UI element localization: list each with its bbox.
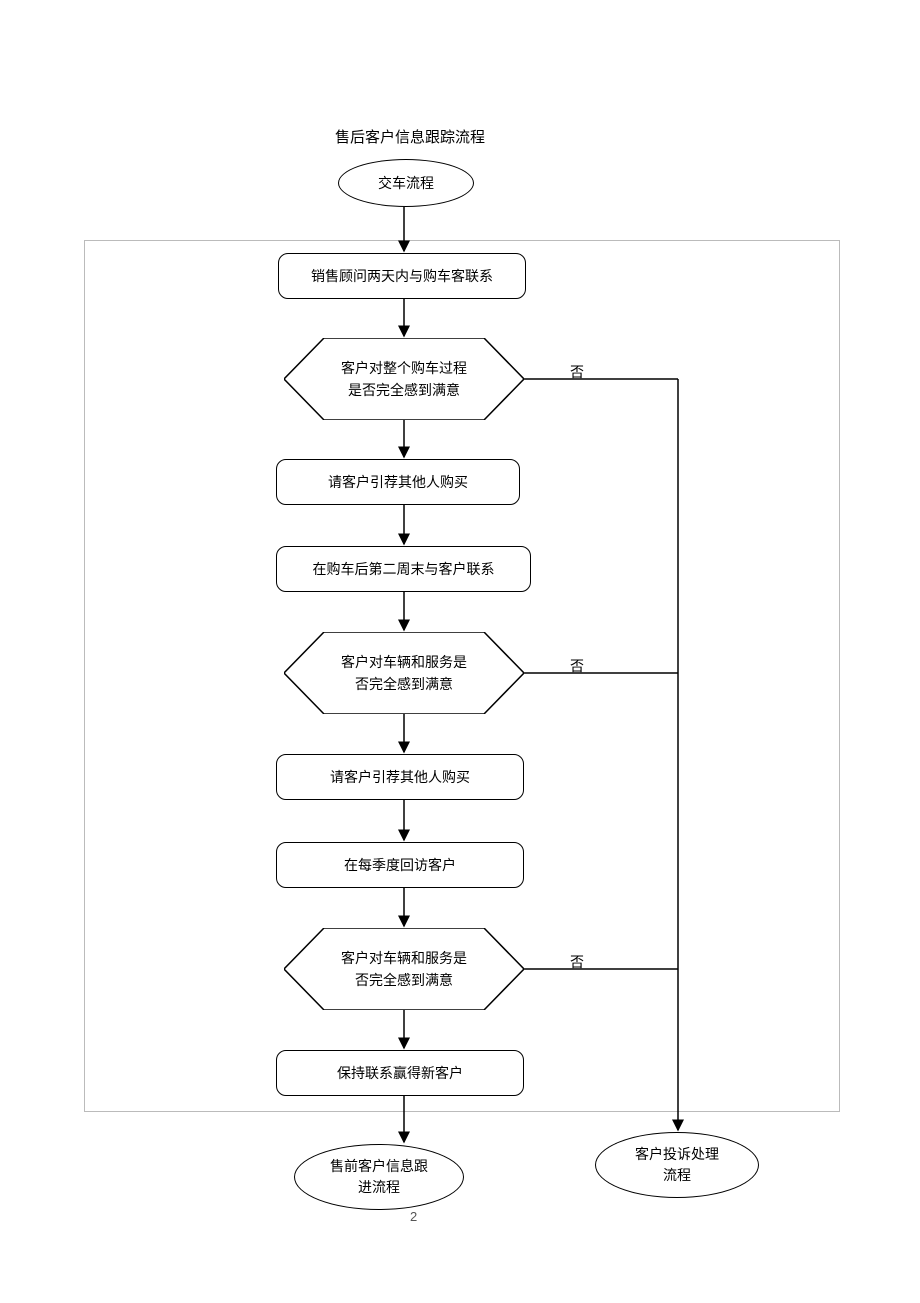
node-start-label: 交车流程 <box>378 173 434 194</box>
page-number: 2 <box>410 1209 417 1224</box>
node-p3: 在购车后第二周末与客户联系 <box>276 546 531 592</box>
node-d3: 客户对车辆和服务是 否完全感到满意 <box>284 928 524 1010</box>
node-d3-label2: 否完全感到满意 <box>355 972 453 988</box>
d1-no-label: 否 <box>570 362 584 382</box>
node-p6-label: 保持联系赢得新客户 <box>337 1062 463 1084</box>
d3-no-label: 否 <box>570 952 584 972</box>
node-d3-label1: 客户对车辆和服务是 <box>341 950 467 966</box>
node-end2-label2: 流程 <box>663 1167 691 1183</box>
node-end1: 售前客户信息跟 进流程 <box>294 1144 464 1210</box>
node-p6: 保持联系赢得新客户 <box>276 1050 524 1096</box>
node-start: 交车流程 <box>338 159 474 207</box>
d2-no-label: 否 <box>570 656 584 676</box>
node-p4-label: 请客户引荐其他人购买 <box>330 766 470 788</box>
node-end2: 客户投诉处理 流程 <box>595 1132 759 1198</box>
node-p1: 销售顾问两天内与购车客联系 <box>278 253 526 299</box>
node-p5-label: 在每季度回访客户 <box>344 854 456 876</box>
node-p4: 请客户引荐其他人购买 <box>276 754 524 800</box>
node-p1-label: 销售顾问两天内与购车客联系 <box>311 265 493 287</box>
node-end2-label1: 客户投诉处理 <box>635 1146 719 1162</box>
node-p2-label: 请客户引荐其他人购买 <box>328 471 468 493</box>
node-d1-label2: 是否完全感到满意 <box>348 382 460 398</box>
node-d2-label2: 否完全感到满意 <box>355 676 453 692</box>
node-d2-label1: 客户对车辆和服务是 <box>341 654 467 670</box>
node-end1-label2: 进流程 <box>358 1179 400 1195</box>
node-d1: 客户对整个购车过程 是否完全感到满意 <box>284 338 524 420</box>
node-p5: 在每季度回访客户 <box>276 842 524 888</box>
node-d2: 客户对车辆和服务是 否完全感到满意 <box>284 632 524 714</box>
flowchart-title: 售后客户信息跟踪流程 <box>335 126 485 147</box>
node-d1-label1: 客户对整个购车过程 <box>341 360 467 376</box>
node-p2: 请客户引荐其他人购买 <box>276 459 520 505</box>
node-p3-label: 在购车后第二周末与客户联系 <box>313 558 495 580</box>
node-end1-label1: 售前客户信息跟 <box>330 1158 428 1174</box>
